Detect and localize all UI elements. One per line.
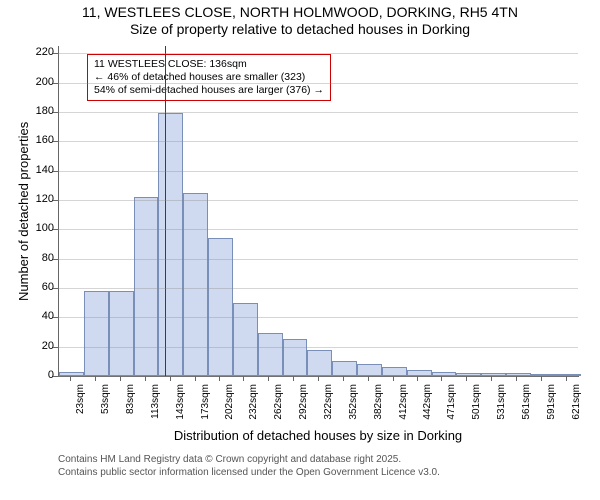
- y-tick: 220: [24, 46, 54, 58]
- y-axis-label: Number of detached properties: [16, 122, 31, 301]
- property-marker-line: [165, 46, 166, 376]
- x-tick: 621sqm: [571, 384, 582, 434]
- annotation-line-2: 54% of semi-detached houses are larger (…: [94, 84, 324, 97]
- histogram-bar: [258, 333, 283, 376]
- y-tick: 180: [24, 105, 54, 117]
- x-tick: 113sqm: [150, 384, 161, 434]
- histogram-bar: [134, 197, 159, 376]
- x-tick: 23sqm: [75, 384, 86, 434]
- footer-line-1: Contains HM Land Registry data © Crown c…: [58, 454, 440, 467]
- histogram-bar: [84, 291, 109, 376]
- y-tick: 80: [24, 252, 54, 264]
- x-tick: 352sqm: [348, 384, 359, 434]
- histogram-bar: [307, 350, 332, 376]
- histogram-bar: [283, 339, 308, 376]
- footer-line-2: Contains public sector information licen…: [58, 467, 440, 480]
- plot-area: 11 WESTLEES CLOSE: 136sqm ← 46% of detac…: [58, 46, 579, 377]
- footer: Contains HM Land Registry data © Crown c…: [58, 454, 440, 479]
- histogram-bar: [233, 303, 258, 376]
- x-tick: 53sqm: [100, 384, 111, 434]
- y-tick: 60: [24, 281, 54, 293]
- x-tick: 83sqm: [125, 384, 136, 434]
- x-tick: 442sqm: [422, 384, 433, 434]
- chart-title: 11, WESTLEES CLOSE, NORTH HOLMWOOD, DORK…: [0, 0, 600, 38]
- histogram-bar: [332, 361, 357, 376]
- y-tick: 120: [24, 193, 54, 205]
- x-tick: 501sqm: [471, 384, 482, 434]
- histogram-bar: [183, 193, 208, 376]
- title-line-1: 11, WESTLEES CLOSE, NORTH HOLMWOOD, DORK…: [0, 4, 600, 21]
- chart-container: 11, WESTLEES CLOSE, NORTH HOLMWOOD, DORK…: [0, 0, 600, 500]
- histogram-bar: [382, 367, 407, 376]
- x-tick: 322sqm: [323, 384, 334, 434]
- x-tick: 292sqm: [298, 384, 309, 434]
- x-tick: 143sqm: [175, 384, 186, 434]
- x-tick: 232sqm: [248, 384, 259, 434]
- y-tick: 140: [24, 164, 54, 176]
- histogram-bar: [158, 113, 183, 376]
- x-tick: 591sqm: [546, 384, 557, 434]
- x-tick: 412sqm: [398, 384, 409, 434]
- histogram-bar: [357, 364, 382, 376]
- y-tick: 100: [24, 222, 54, 234]
- y-tick: 0: [24, 369, 54, 381]
- x-tick: 202sqm: [224, 384, 235, 434]
- x-tick: 471sqm: [446, 384, 457, 434]
- annotation-box: 11 WESTLEES CLOSE: 136sqm ← 46% of detac…: [87, 54, 331, 101]
- y-tick: 20: [24, 340, 54, 352]
- x-tick: 382sqm: [373, 384, 384, 434]
- histogram-bar: [109, 291, 134, 376]
- title-line-2: Size of property relative to detached ho…: [0, 21, 600, 38]
- y-tick: 160: [24, 134, 54, 146]
- x-tick: 531sqm: [496, 384, 507, 434]
- annotation-title: 11 WESTLEES CLOSE: 136sqm: [94, 58, 324, 71]
- y-tick: 40: [24, 310, 54, 322]
- x-tick: 173sqm: [200, 384, 211, 434]
- y-tick: 200: [24, 76, 54, 88]
- x-tick: 262sqm: [273, 384, 284, 434]
- x-tick: 561sqm: [521, 384, 532, 434]
